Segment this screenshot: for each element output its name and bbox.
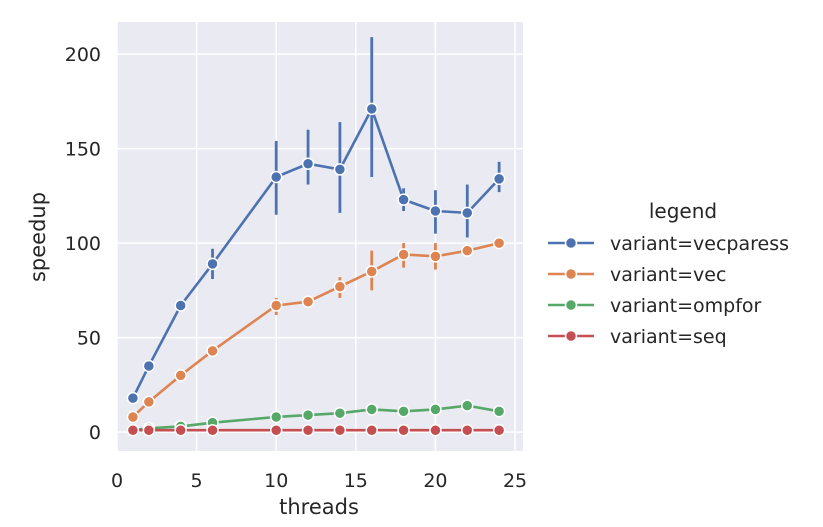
data-point bbox=[206, 257, 219, 271]
data-point bbox=[397, 193, 410, 206]
ticks: 0 5 10 15 20 25 0 50 100 150 200 bbox=[65, 44, 527, 492]
data-point bbox=[333, 163, 347, 176]
data-point bbox=[397, 405, 410, 418]
data-point bbox=[461, 244, 474, 257]
data-point bbox=[365, 403, 378, 416]
data-point bbox=[126, 423, 140, 437]
series-variant=vec bbox=[126, 236, 506, 424]
data-point bbox=[333, 423, 347, 437]
legend-swatch-marker bbox=[564, 267, 578, 281]
data-point bbox=[142, 423, 156, 437]
legend-label: variant=vec bbox=[610, 264, 726, 286]
data-point bbox=[174, 369, 187, 382]
y-tick-label: 150 bbox=[65, 139, 101, 161]
legend-item: variant=ompfor bbox=[548, 295, 762, 317]
data-point bbox=[269, 299, 283, 312]
x-tick-label: 10 bbox=[264, 470, 288, 492]
data-point bbox=[492, 423, 506, 437]
data-point bbox=[174, 423, 187, 437]
x-tick-label: 25 bbox=[503, 470, 527, 492]
data-point bbox=[492, 172, 506, 186]
data-point bbox=[492, 236, 506, 250]
data-point bbox=[269, 423, 283, 437]
data-point bbox=[461, 423, 474, 437]
data-point bbox=[206, 344, 219, 358]
data-point bbox=[429, 403, 442, 416]
data-point bbox=[397, 248, 410, 261]
legend-swatch-marker bbox=[564, 236, 578, 250]
data-point bbox=[461, 206, 474, 220]
data-point bbox=[142, 359, 156, 373]
data-point bbox=[301, 408, 315, 422]
data-point bbox=[429, 204, 442, 218]
data-point bbox=[429, 423, 442, 437]
y-axis-label: speedup bbox=[26, 192, 50, 282]
data-point bbox=[269, 410, 283, 424]
data-point bbox=[333, 280, 347, 293]
data-point bbox=[126, 410, 140, 424]
x-tick-label: 20 bbox=[423, 470, 447, 492]
series-layer bbox=[126, 37, 506, 437]
legend-title: legend bbox=[649, 199, 717, 223]
legend-swatch-marker bbox=[564, 298, 578, 312]
series-variant=vecparess bbox=[126, 37, 506, 405]
plot-background bbox=[117, 22, 523, 451]
data-point bbox=[333, 406, 347, 420]
legend-label: variant=vecparess bbox=[610, 233, 789, 255]
data-point bbox=[461, 399, 474, 412]
y-tick-label: 0 bbox=[89, 422, 101, 444]
x-tick-label: 0 bbox=[111, 470, 123, 492]
data-point bbox=[301, 157, 315, 170]
data-point bbox=[301, 423, 315, 437]
data-point bbox=[429, 250, 442, 263]
y-tick-label: 200 bbox=[65, 44, 101, 66]
legend-label: variant=seq bbox=[610, 326, 727, 348]
legend-item: variant=vec bbox=[548, 264, 726, 286]
data-point bbox=[492, 405, 506, 418]
x-tick-label: 5 bbox=[191, 470, 203, 492]
data-point bbox=[142, 395, 156, 409]
data-point bbox=[206, 423, 219, 437]
series-variant=seq bbox=[126, 423, 506, 437]
y-tick-label: 100 bbox=[65, 233, 101, 255]
data-point bbox=[269, 170, 283, 184]
x-tick-label: 15 bbox=[344, 470, 368, 492]
data-point bbox=[397, 423, 410, 437]
legend-swatch-marker bbox=[564, 329, 578, 343]
data-point bbox=[301, 295, 315, 308]
legend-label: variant=ompfor bbox=[610, 295, 762, 317]
legend-item: variant=seq bbox=[548, 326, 727, 348]
data-point bbox=[126, 391, 140, 405]
data-point bbox=[365, 423, 378, 437]
x-axis-label: threads bbox=[279, 495, 359, 519]
data-point bbox=[365, 265, 378, 278]
data-point bbox=[365, 102, 378, 116]
y-tick-label: 50 bbox=[77, 328, 101, 350]
legend-item: variant=vecparess bbox=[548, 233, 789, 255]
data-point bbox=[174, 299, 187, 312]
legend: legend variant=vecparess variant=vec varia… bbox=[548, 199, 789, 348]
